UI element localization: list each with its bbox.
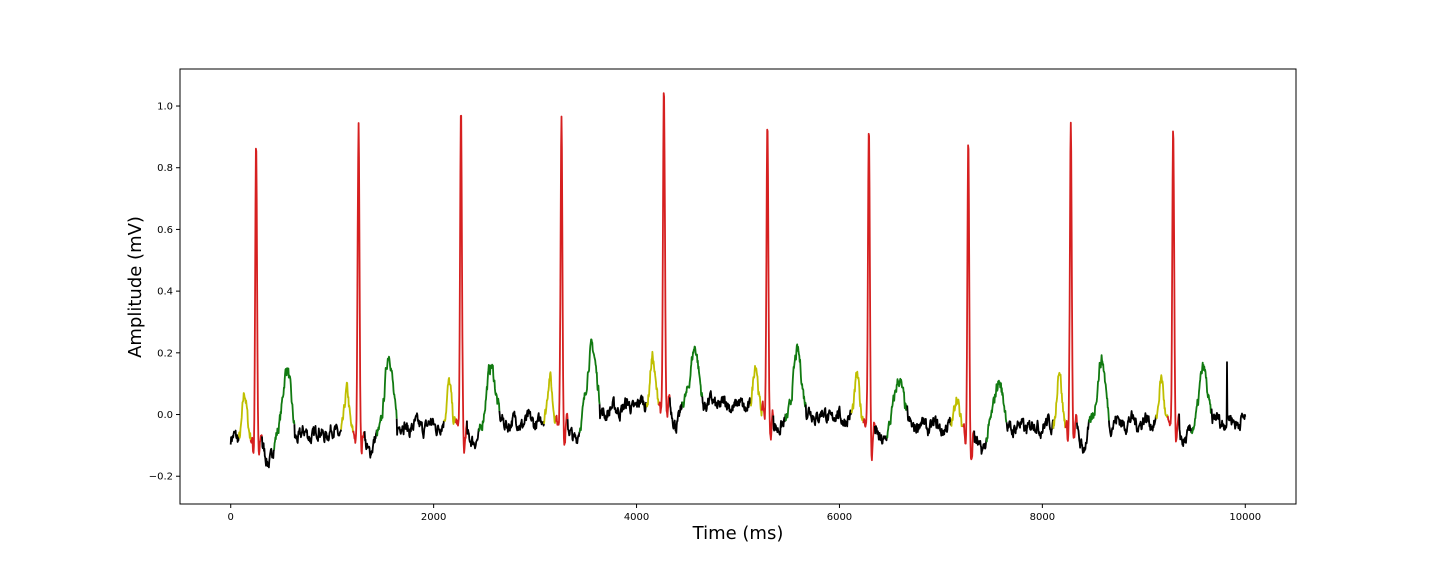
series-line-qrs (962, 144, 976, 461)
series-line-baseline (1005, 413, 1055, 440)
series-line-baseline (1210, 361, 1247, 432)
series-line-baseline (701, 390, 752, 414)
series-line-qrs (1166, 130, 1180, 443)
series-line-p-wave (950, 396, 964, 428)
series-line-t-wave (375, 355, 398, 437)
series-line-t-wave (478, 363, 501, 432)
series-line-t-wave (681, 345, 704, 408)
series-line-qrs (1064, 121, 1078, 442)
y-tick-label: 0.0 (157, 410, 173, 421)
x-tick-label: 4000 (624, 512, 649, 523)
series-line-p-wave (237, 392, 252, 441)
series-line-baseline (395, 412, 445, 439)
x-tick-label: 0 (228, 512, 234, 523)
series-line-p-wave (850, 370, 865, 424)
y-tick-label: 0.2 (157, 348, 173, 359)
series-line-qrs (657, 92, 671, 418)
series-line-p-wave (645, 350, 660, 408)
series-line-p-wave (749, 365, 763, 417)
series-line-baseline (1108, 410, 1157, 438)
series-line-baseline (1076, 419, 1090, 454)
series-line-baseline (363, 429, 378, 459)
series-line-qrs (862, 132, 876, 462)
series-line-baseline (598, 394, 648, 422)
series-line-p-wave (443, 377, 457, 425)
series-line-t-wave (784, 343, 807, 422)
series-line-baseline (498, 408, 545, 433)
series-line-baseline (772, 413, 787, 436)
x-axis: 0 2000 4000 6000 8000 10000 (228, 504, 1261, 523)
y-tick-label: 0.6 (157, 225, 173, 236)
plot-area (179, 68, 1297, 505)
x-axis-label: Time (ms) (692, 523, 784, 544)
series-line-qrs (555, 115, 569, 446)
series-line-baseline (261, 436, 275, 469)
series-line-t-wave (1190, 361, 1213, 435)
series-line-qrs (249, 147, 263, 456)
x-tick-label: 2000 (421, 512, 446, 523)
series-line-baseline (873, 425, 888, 445)
series-line-t-wave (273, 367, 296, 450)
x-tick-label: 10000 (1229, 512, 1261, 523)
series-line-t-wave (578, 338, 601, 433)
series-line-baseline (566, 419, 581, 445)
y-tick-label: 0.8 (157, 163, 173, 174)
y-tick-label: 1.0 (157, 102, 173, 113)
series-line-p-wave (1155, 374, 1169, 420)
series-line-p-wave (340, 381, 355, 433)
y-axis: −0.2 0.0 0.2 0.4 0.6 0.8 1.0 (149, 102, 180, 483)
series-line-baseline (973, 430, 988, 455)
series-line-qrs (352, 122, 366, 455)
x-tick-label: 6000 (827, 512, 852, 523)
x-tick-label: 8000 (1030, 512, 1055, 523)
series-line-baseline (466, 420, 480, 450)
series-layer (229, 92, 1247, 469)
series-line-t-wave (1088, 354, 1110, 423)
series-line-p-wave (1052, 371, 1067, 429)
series-line-t-wave (886, 377, 908, 439)
series-line-t-wave (985, 379, 1008, 443)
series-line-baseline (668, 397, 683, 434)
series-line-baseline (229, 429, 240, 445)
series-line-qrs (761, 128, 775, 441)
y-tick-label: 0.4 (157, 287, 173, 298)
series-line-qrs (454, 114, 468, 454)
series-line-baseline (1178, 413, 1193, 447)
series-line-baseline (804, 404, 853, 428)
y-tick-label: −0.2 (149, 472, 173, 483)
series-line-baseline (293, 423, 342, 445)
series-line-baseline (906, 405, 952, 437)
y-axis-label: Amplitude (mV) (125, 216, 146, 358)
series-line-p-wave (543, 371, 558, 424)
